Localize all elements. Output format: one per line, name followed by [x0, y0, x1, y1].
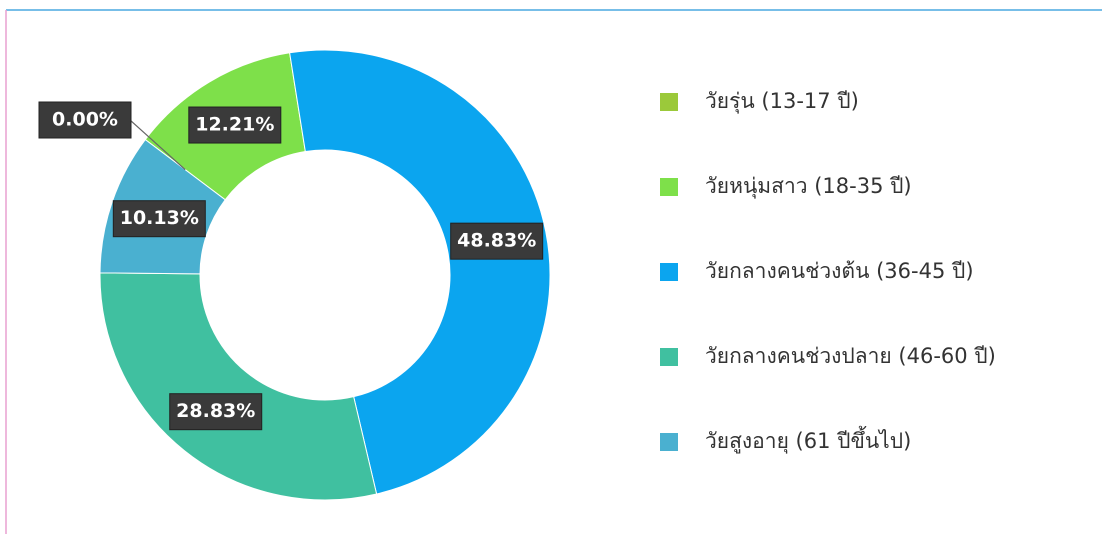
legend-label: วัยรุ่น (13-17 ปี): [705, 89, 859, 114]
legend-label: วัยสูงอายุ (61 ปีขึ้นไป): [705, 426, 911, 454]
data-label: 12.21%: [195, 114, 274, 136]
data-label: 10.13%: [120, 207, 199, 229]
legend-swatch: [660, 178, 678, 196]
label-box: [188, 106, 282, 144]
legend-swatch: [660, 433, 678, 451]
legend-swatch: [660, 348, 678, 366]
legend-label: วัยหนุ่มสาว (18-35 ปี): [705, 174, 912, 199]
data-label: 0.00%: [52, 109, 118, 131]
data-label: 48.83%: [457, 230, 536, 252]
legend-label: วัยกลางคนช่วงต้น (36-45 ปี): [705, 259, 974, 283]
label-box: [169, 393, 263, 431]
legend-swatch: [660, 263, 678, 281]
label-box: [112, 200, 206, 238]
label-box: [38, 101, 132, 139]
donut-slice: [99, 272, 378, 501]
donut-slice: [289, 49, 551, 495]
legend-swatch: [660, 93, 678, 111]
legend-label: วัยกลางคนช่วงปลาย (46-60 ปี): [705, 344, 996, 368]
label-box: [450, 222, 544, 260]
data-label: 28.83%: [176, 400, 255, 422]
